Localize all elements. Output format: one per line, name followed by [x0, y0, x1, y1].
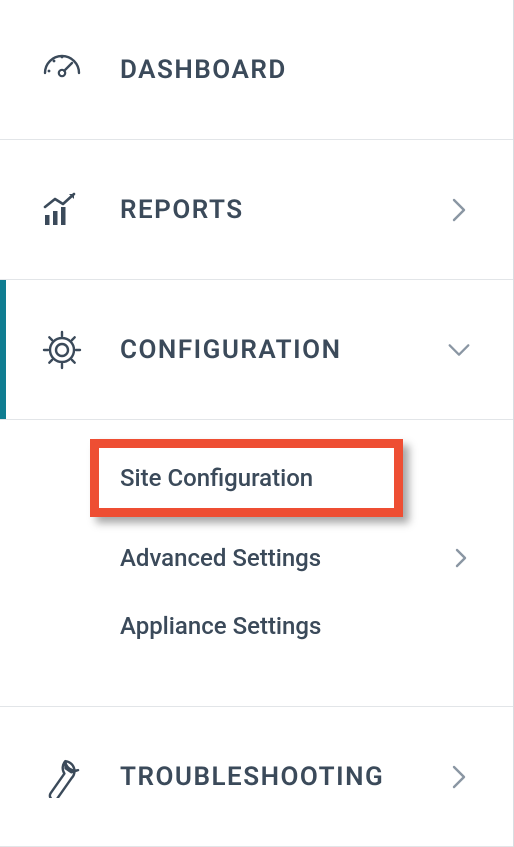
- nav-label-configuration: CONFIGURATION: [120, 335, 445, 365]
- chevron-right-icon: [449, 546, 473, 570]
- nav-item-configuration[interactable]: CONFIGURATION: [0, 280, 513, 420]
- gauge-icon: [40, 48, 84, 92]
- wrench-icon: [40, 755, 84, 799]
- gear-icon: [40, 328, 84, 372]
- nav-item-reports[interactable]: REPORTS: [0, 140, 513, 280]
- chevron-down-icon: [445, 336, 473, 364]
- configuration-submenu: Site Configuration Advanced Settings App…: [0, 420, 513, 707]
- sub-label-appliance-settings: Appliance Settings: [120, 612, 473, 640]
- sub-item-appliance-settings[interactable]: Appliance Settings: [0, 592, 513, 660]
- nav-item-dashboard[interactable]: DASHBOARD: [0, 0, 513, 140]
- nav-label-reports: REPORTS: [120, 195, 445, 225]
- chevron-right-icon: [445, 763, 473, 791]
- sub-item-site-configuration[interactable]: Site Configuration: [0, 444, 513, 512]
- chart-icon: [40, 188, 84, 232]
- nav-label-dashboard: DASHBOARD: [120, 55, 473, 85]
- sub-label-advanced-settings: Advanced Settings: [120, 544, 449, 572]
- sub-label-site-configuration: Site Configuration: [120, 464, 473, 492]
- chevron-right-icon: [445, 196, 473, 224]
- sub-item-advanced-settings[interactable]: Advanced Settings: [0, 524, 513, 592]
- nav-label-troubleshooting: TROUBLESHOOTING: [120, 762, 445, 792]
- nav-item-troubleshooting[interactable]: TROUBLESHOOTING: [0, 707, 513, 847]
- sidebar-nav: DASHBOARD REPORTS: [0, 0, 514, 847]
